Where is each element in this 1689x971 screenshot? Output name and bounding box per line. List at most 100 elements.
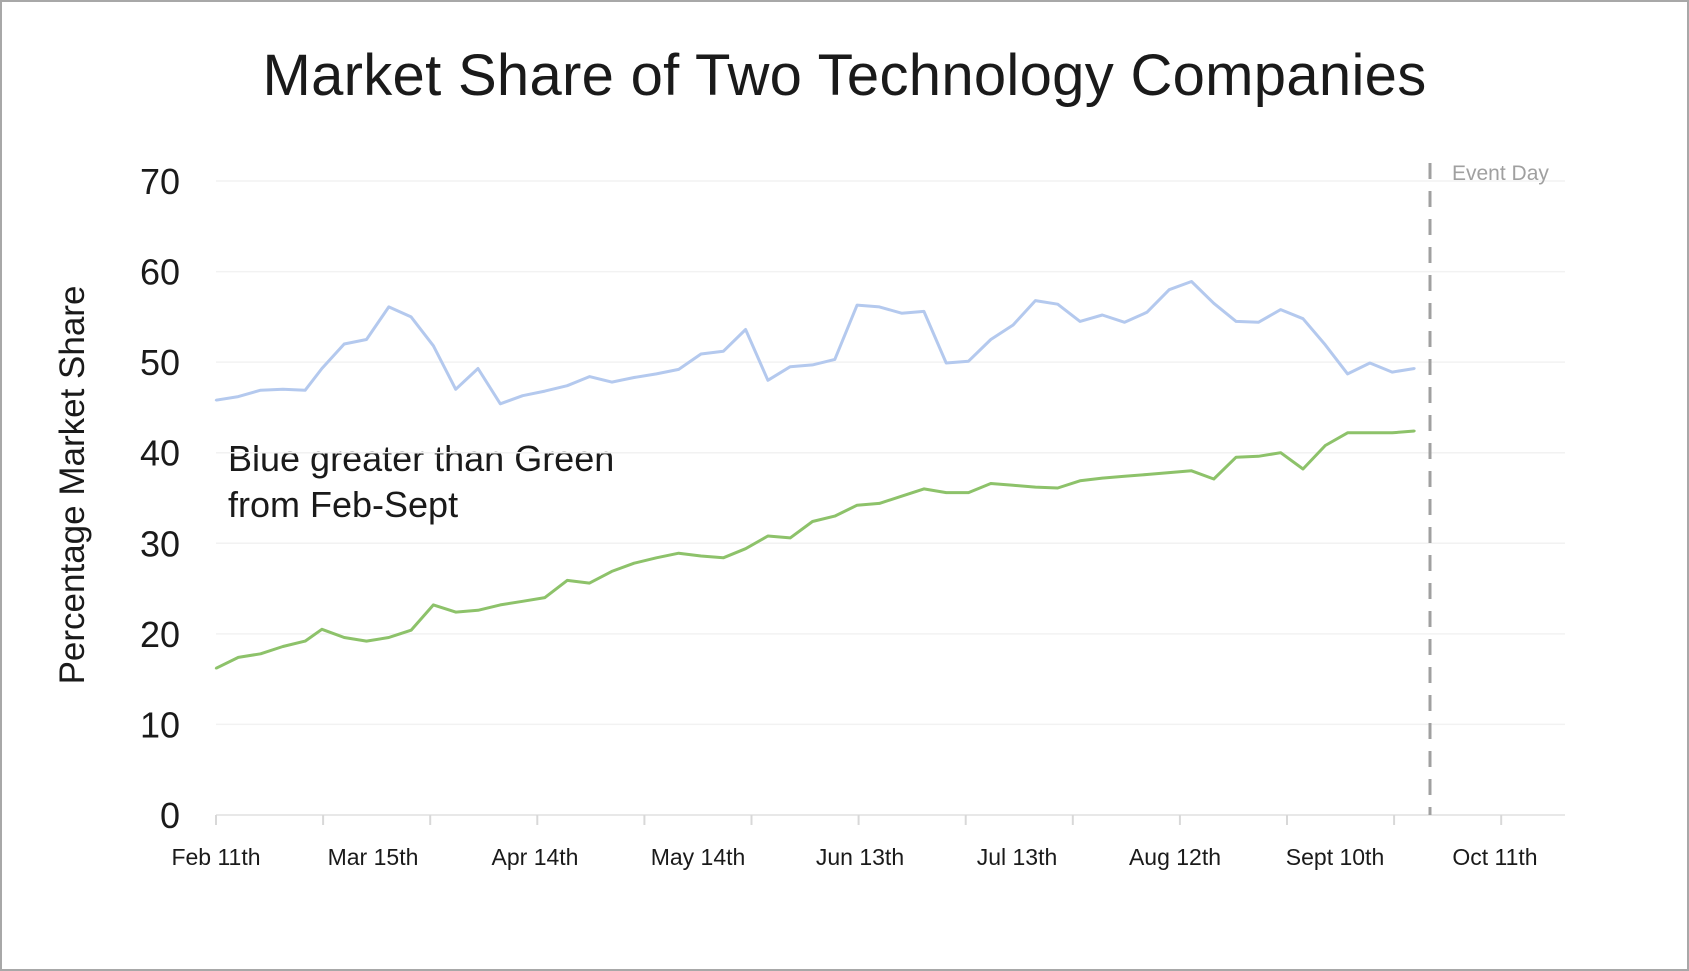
data-point-blue <box>521 394 524 397</box>
y-tick-label: 10 <box>140 704 180 745</box>
data-point-green <box>811 520 814 523</box>
data-point-blue <box>855 303 859 307</box>
data-point-blue <box>409 315 413 319</box>
data-point-green <box>476 609 480 612</box>
chart-title: Market Share of Two Technology Companies <box>262 43 1427 108</box>
data-point-blue <box>303 389 307 392</box>
annotation-line-1: Blue greater than Green <box>228 438 615 479</box>
data-point-green <box>1346 431 1349 434</box>
data-point-blue <box>900 312 903 315</box>
data-point-green <box>1101 476 1104 480</box>
x-tick-label: Oct 11th <box>1452 844 1537 870</box>
data-point-blue <box>237 395 240 398</box>
data-point-blue <box>1078 320 1082 323</box>
data-point-green <box>454 610 457 614</box>
data-point-green <box>677 552 680 555</box>
y-tick-label: 20 <box>140 614 180 655</box>
data-point-green <box>655 556 658 559</box>
data-point-green <box>1413 429 1416 433</box>
data-point-blue <box>1123 321 1126 324</box>
data-point-blue <box>543 389 547 393</box>
data-point-blue <box>610 380 613 384</box>
data-point-green <box>833 514 836 518</box>
data-point-blue <box>1346 372 1349 376</box>
data-point-blue <box>365 338 368 341</box>
data-point-green <box>214 667 218 670</box>
data-point-blue <box>1056 302 1059 306</box>
data-point-blue <box>432 344 435 348</box>
data-point-green <box>610 570 613 573</box>
data-point-green <box>281 645 285 648</box>
data-point-blue <box>811 363 814 367</box>
data-point-blue <box>387 305 391 309</box>
data-point-green <box>543 596 547 599</box>
data-point-blue <box>499 402 502 406</box>
data-point-green <box>1123 475 1126 478</box>
data-point-green <box>1190 469 1193 473</box>
data-point-green <box>1011 484 1015 487</box>
data-point-blue <box>1234 320 1238 323</box>
data-point-blue <box>1368 361 1372 365</box>
data-point-green <box>967 491 970 494</box>
data-point-green <box>588 581 591 585</box>
data-point-green <box>1324 444 1327 447</box>
data-point-green <box>766 534 770 538</box>
data-point-blue <box>1168 288 1171 291</box>
data-point-blue <box>281 388 285 391</box>
data-point-green <box>259 652 262 655</box>
data-point-blue <box>766 379 770 382</box>
data-point-blue <box>1101 313 1104 317</box>
x-tick-label: May 14th <box>651 844 746 870</box>
data-point-green <box>365 639 368 643</box>
data-point-green <box>320 628 324 631</box>
data-point-green <box>1279 451 1282 454</box>
data-point-blue <box>655 372 658 376</box>
y-tick-label: 70 <box>140 161 180 202</box>
data-point-blue <box>699 352 703 356</box>
data-point-blue <box>214 398 218 402</box>
data-point-green <box>1390 431 1394 434</box>
x-tick-label: Aug 12th <box>1129 844 1221 870</box>
data-point-green <box>521 600 524 603</box>
data-point-blue <box>744 328 747 331</box>
data-point-blue <box>1301 317 1305 320</box>
series-line-blue <box>215 280 1415 406</box>
event-day-label: Event Day <box>1452 162 1549 185</box>
data-point-blue <box>677 368 680 371</box>
data-point-blue <box>1034 299 1037 302</box>
data-point-blue <box>343 342 346 346</box>
data-point-green <box>343 636 346 639</box>
data-point-green <box>989 482 993 485</box>
data-point-blue <box>565 384 569 387</box>
series-line-green <box>215 429 1415 670</box>
data-point-blue <box>632 376 636 379</box>
data-point-blue <box>989 338 993 341</box>
y-tick-label: 60 <box>140 252 180 293</box>
x-tick-label: Sept 10th <box>1286 844 1384 870</box>
y-tick-label: 40 <box>140 433 180 474</box>
data-point-green <box>900 494 903 498</box>
data-point-blue <box>1190 280 1193 283</box>
x-tick-label: Jun 13th <box>816 844 904 870</box>
data-point-blue <box>1324 343 1327 347</box>
data-point-blue <box>1390 370 1394 374</box>
data-point-blue <box>945 361 948 365</box>
annotation-line-2: from Feb-Sept <box>228 484 459 525</box>
data-point-blue <box>454 388 457 391</box>
data-point-green <box>1145 473 1149 476</box>
data-point-blue <box>1011 323 1015 327</box>
data-point-blue <box>788 365 792 368</box>
data-point-green <box>432 603 435 607</box>
data-point-green <box>1078 479 1082 482</box>
data-point-green <box>945 491 948 494</box>
data-point-green <box>1212 477 1216 481</box>
data-point-green <box>855 504 859 507</box>
data-point-blue <box>878 305 881 309</box>
data-point-green <box>1034 485 1037 489</box>
y-tick-label: 30 <box>140 523 180 564</box>
data-point-blue <box>922 310 926 313</box>
data-point-blue <box>259 389 262 392</box>
data-point-green <box>922 487 926 491</box>
